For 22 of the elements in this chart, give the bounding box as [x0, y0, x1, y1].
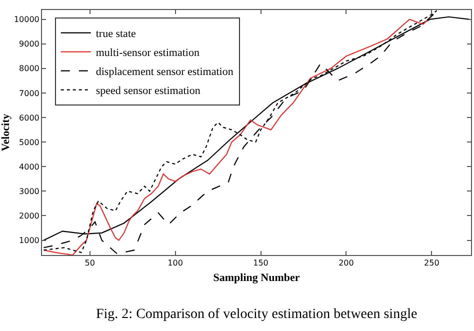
- x-tick-label: 150: [253, 258, 268, 268]
- x-tick-label: 50: [84, 258, 95, 268]
- y-tick-label: 10000: [14, 15, 40, 24]
- y-tick-label: 3000: [19, 186, 40, 196]
- legend-label: displacement sensor estimation: [96, 66, 234, 78]
- y-tick-label: 6000: [19, 113, 40, 122]
- y-tick-label: 5000: [19, 138, 40, 147]
- x-axis-title: Sampling Number: [213, 272, 300, 284]
- y-tick-label: 2000: [19, 212, 40, 221]
- y-tick-label: 4000: [19, 162, 40, 172]
- x-tick-label: 250: [424, 258, 440, 268]
- caption: Fig. 2: Comparison of velocity estimation between single: [96, 307, 418, 322]
- y-tick-label: 9000: [19, 40, 40, 49]
- y-axis-title: Velocity: [0, 113, 12, 152]
- legend-label: speed sensor estimation: [96, 85, 201, 98]
- legend-label: multi-sensor estimation: [96, 47, 200, 60]
- x-tick-label: 100: [168, 258, 183, 268]
- x-tick-label: 200: [338, 258, 354, 268]
- legend-label: true state: [96, 28, 136, 40]
- y-tick-label: 7000: [19, 88, 40, 98]
- y-tick-label: 8000: [19, 64, 40, 74]
- y-tick-label: 1000: [19, 236, 40, 246]
